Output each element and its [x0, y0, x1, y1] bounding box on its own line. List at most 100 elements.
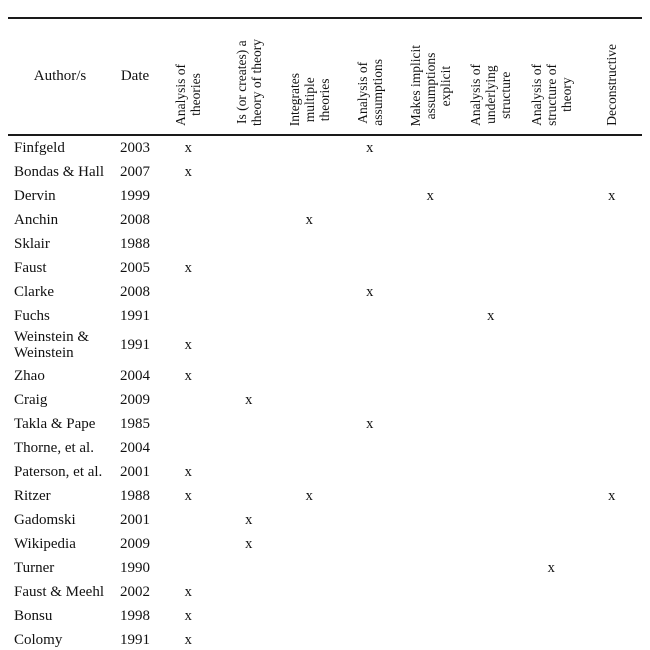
mark-cell-empty [340, 604, 401, 628]
author-cell: Paterson, et al. [14, 463, 103, 480]
table-row: Clarke 2008 x [8, 280, 642, 304]
mark-cell-empty [582, 412, 643, 436]
mark-cell-empty [279, 364, 340, 388]
mark-cell-empty [461, 256, 522, 280]
mark-cell-empty [219, 484, 280, 508]
mark-cell-empty [461, 532, 522, 556]
rotated-header-label: Integrates multiple theories [286, 72, 332, 126]
mark-cell-empty [582, 436, 643, 460]
mark-cell-x: x [245, 535, 253, 552]
mark-cell-empty [340, 436, 401, 460]
table-row: Turner 1990 x [8, 556, 642, 580]
mark-cell-empty [340, 232, 401, 256]
mark-cell-empty [219, 232, 280, 256]
mark-cell-x: x [245, 391, 253, 408]
mark-cell-empty [219, 628, 280, 650]
mark-cell-empty [521, 304, 582, 328]
mark-cell-x: x [608, 487, 616, 504]
mark-cell-empty [279, 460, 340, 484]
date-cell: 1991 [120, 631, 150, 648]
mark-cell-empty [340, 256, 401, 280]
mark-cell-empty [400, 256, 461, 280]
mark-cell-x: x [547, 559, 555, 576]
mark-cell-empty [521, 135, 582, 160]
table-row: Fuchs 1991 x [8, 304, 642, 328]
mark-cell-empty [582, 460, 643, 484]
mark-cell-x: x [184, 583, 192, 600]
mark-cell-empty [521, 232, 582, 256]
mark-cell-empty [582, 256, 643, 280]
table-row: Dervin 1999 x x [8, 184, 642, 208]
mark-cell-empty [158, 508, 219, 532]
author-cell: Clarke [14, 283, 54, 300]
column-header-criterion-3: Integrates multiple theories [279, 18, 340, 136]
mark-cell-x: x [608, 187, 616, 204]
mark-cell-x: x [184, 487, 192, 504]
mark-cell-empty [521, 280, 582, 304]
mark-cell-empty [279, 436, 340, 460]
mark-cell-empty [521, 328, 582, 364]
mark-cell-empty [582, 280, 643, 304]
table-row: Takla & Pape 1985 x [8, 412, 642, 436]
date-cell: 2001 [120, 511, 150, 528]
mark-cell-empty [521, 508, 582, 532]
rotated-header-label: Analysis of theories [173, 64, 204, 126]
date-cell: 1991 [120, 337, 150, 354]
column-header-criterion-7: Analysis of structure of theory [521, 18, 582, 136]
mark-cell-empty [582, 580, 643, 604]
date-cell: 1998 [120, 607, 150, 624]
mark-cell-empty [340, 556, 401, 580]
mark-cell-empty [461, 436, 522, 460]
mark-cell-empty [521, 364, 582, 388]
mark-cell-empty [340, 388, 401, 412]
mark-cell-empty [461, 328, 522, 364]
date-cell: 2008 [120, 211, 150, 228]
mark-cell-x: x [184, 337, 192, 354]
mark-cell-x: x [184, 607, 192, 624]
author-cell: Bondas & Hall [14, 163, 104, 180]
mark-cell-empty [582, 232, 643, 256]
column-header-criterion-6: Analysis of underlying structure [460, 18, 521, 136]
mark-cell-empty [219, 256, 280, 280]
mark-cell-x: x [305, 487, 313, 504]
mark-cell-empty [279, 604, 340, 628]
mark-cell-empty [340, 208, 401, 232]
mark-cell-empty [219, 436, 280, 460]
author-cell: Anchin [14, 211, 59, 228]
mark-cell-x: x [184, 463, 192, 480]
table-row: Faust 2005 x [8, 256, 642, 280]
mark-cell-empty [279, 184, 340, 208]
mark-cell-empty [279, 532, 340, 556]
column-header-criterion-4: Analysis of assumptions [339, 18, 400, 136]
mark-cell-empty [219, 364, 280, 388]
mark-cell-empty [219, 184, 280, 208]
table-row: Bonsu 1998 x [8, 604, 642, 628]
date-cell: 2003 [120, 139, 150, 156]
mark-cell-x: x [366, 283, 374, 300]
mark-cell-empty [219, 135, 280, 160]
table-row: Anchin 2008 x [8, 208, 642, 232]
mark-cell-empty [158, 388, 219, 412]
mark-cell-empty [400, 388, 461, 412]
table-row: Wikipedia 2009 x [8, 532, 642, 556]
date-cell: 1988 [120, 235, 150, 252]
table-row: Craig 2009 x [8, 388, 642, 412]
mark-cell-empty [582, 208, 643, 232]
mark-cell-empty [461, 388, 522, 412]
mark-cell-empty [219, 580, 280, 604]
mark-cell-empty [582, 160, 643, 184]
table-body: Finfgeld 2003 x x Bondas & Hall 2007 x Dervin 19… [8, 135, 642, 650]
mark-cell-empty [400, 628, 461, 650]
mark-cell-empty [340, 304, 401, 328]
author-cell: Ritzer [14, 487, 51, 504]
mark-cell-empty [219, 160, 280, 184]
table-row: Faust & Meehl 2002 x [8, 580, 642, 604]
mark-cell-empty [400, 208, 461, 232]
mark-cell-empty [400, 160, 461, 184]
mark-cell-empty [279, 508, 340, 532]
mark-cell-empty [158, 532, 219, 556]
mark-cell-empty [461, 604, 522, 628]
mark-cell-empty [400, 604, 461, 628]
mark-cell-empty [400, 280, 461, 304]
date-cell: 2004 [120, 367, 150, 384]
